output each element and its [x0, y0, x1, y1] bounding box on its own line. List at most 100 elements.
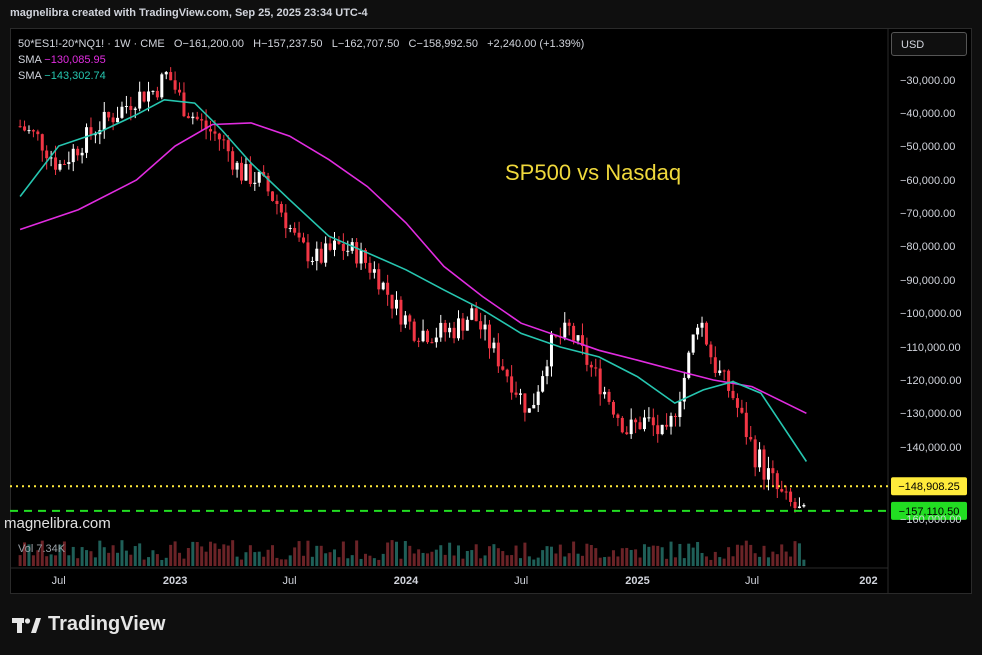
candle-body: [178, 89, 182, 93]
currency-button[interactable]: USD: [891, 32, 967, 56]
volume-bar: [213, 543, 217, 566]
volume-bar: [116, 552, 120, 566]
candle-body: [319, 248, 323, 263]
chart-panel[interactable]: [10, 28, 972, 594]
volume-bar: [784, 551, 788, 566]
candle-body: [758, 449, 762, 468]
chart-attribution: magnelibra created with TradingView.com,…: [10, 7, 368, 19]
symbol-label[interactable]: 50*ES1!-20*NQ1! · 1W · CME: [18, 38, 165, 50]
volume-bar: [771, 551, 775, 566]
volume-bar: [346, 558, 350, 566]
candle-body: [580, 335, 584, 346]
candle-body: [186, 116, 190, 119]
candle-body: [328, 243, 332, 250]
volume-bar: [142, 559, 146, 566]
volume-bar: [399, 558, 403, 566]
x-tick-label: Jul: [52, 575, 66, 587]
candle-body: [129, 106, 133, 110]
candle-body: [155, 90, 159, 98]
candle-body: [18, 126, 22, 128]
low-value: −162,707.50: [337, 38, 400, 50]
x-tick-label: 2023: [163, 575, 187, 587]
candle-body: [45, 150, 49, 159]
sma-fast-row[interactable]: SMA −143,302.74: [18, 68, 584, 84]
candle-body: [266, 175, 270, 192]
candle-body: [368, 262, 372, 273]
volume-bar: [40, 540, 44, 566]
volume-bar: [647, 546, 651, 566]
candle-body: [731, 390, 735, 399]
volume-bar: [501, 551, 505, 566]
candle-body: [452, 327, 456, 339]
candle-body: [80, 152, 84, 156]
candle-body: [638, 422, 642, 430]
candle-body: [182, 92, 186, 117]
candle-body: [417, 340, 421, 342]
candle-body: [585, 345, 589, 365]
candle-body: [248, 164, 252, 185]
candle-body: [408, 315, 412, 322]
candle-body: [107, 111, 111, 118]
sma-slow-value: −130,085.95: [44, 54, 106, 66]
volume-bar: [271, 545, 275, 566]
candle-body: [23, 126, 27, 131]
candle-body: [333, 240, 337, 250]
candle-body: [642, 417, 646, 430]
candle-body: [284, 212, 288, 229]
volume-bar: [443, 554, 447, 566]
volume-bar: [284, 559, 288, 566]
volume-bar: [306, 540, 310, 566]
candle-body: [673, 415, 677, 418]
volume-bar: [735, 544, 739, 566]
volume-bar: [620, 548, 624, 566]
volume-bar: [151, 550, 155, 566]
volume-bar: [793, 541, 797, 566]
volume-bar: [129, 554, 133, 566]
candle-body: [439, 322, 443, 338]
volume-bar: [523, 542, 527, 566]
candle-body: [567, 322, 571, 326]
volume-bar: [642, 544, 646, 566]
candle-body: [598, 368, 602, 395]
volume-bar: [191, 541, 195, 566]
volume-bar: [49, 554, 53, 566]
candle-body: [49, 157, 53, 159]
candle-body: [40, 134, 44, 151]
candle-body: [656, 425, 660, 435]
volume-bar: [780, 544, 784, 566]
volume-bar: [753, 553, 757, 566]
volume-bar: [160, 559, 164, 566]
candle-body: [279, 204, 283, 213]
candle-body: [802, 505, 806, 507]
sma-slow-row[interactable]: SMA −130,085.95: [18, 52, 584, 68]
candle-body: [377, 269, 381, 290]
tradingview-brand[interactable]: TradingView: [48, 613, 166, 635]
x-tick-label: Jul: [745, 575, 759, 587]
candle-body: [735, 398, 739, 408]
candle-body: [85, 127, 89, 153]
volume-bar: [58, 544, 62, 566]
candle-body: [541, 376, 545, 392]
volume-bar: [669, 541, 673, 566]
high-label: H: [253, 38, 262, 50]
volume-bar: [545, 546, 549, 566]
volume-bar: [138, 543, 142, 566]
candle-body: [244, 164, 248, 181]
volume-bar: [448, 542, 452, 566]
volume-bar: [310, 556, 314, 566]
volume-bar: [27, 544, 31, 566]
volume-bar: [89, 551, 93, 566]
volume-bar: [408, 545, 412, 566]
candle-body: [142, 91, 146, 102]
volume-bar: [302, 555, 306, 566]
candle-body: [607, 391, 611, 402]
volume-bar: [62, 541, 66, 566]
volume-bar: [527, 556, 531, 566]
sma-fast-label: SMA: [18, 70, 42, 82]
y-tick-label: −40,000.00: [900, 108, 955, 120]
sma-fast-value: −143,302.74: [44, 70, 106, 82]
volume-bar: [510, 555, 514, 566]
volume-bar: [390, 540, 394, 566]
volume-bar: [186, 547, 190, 566]
